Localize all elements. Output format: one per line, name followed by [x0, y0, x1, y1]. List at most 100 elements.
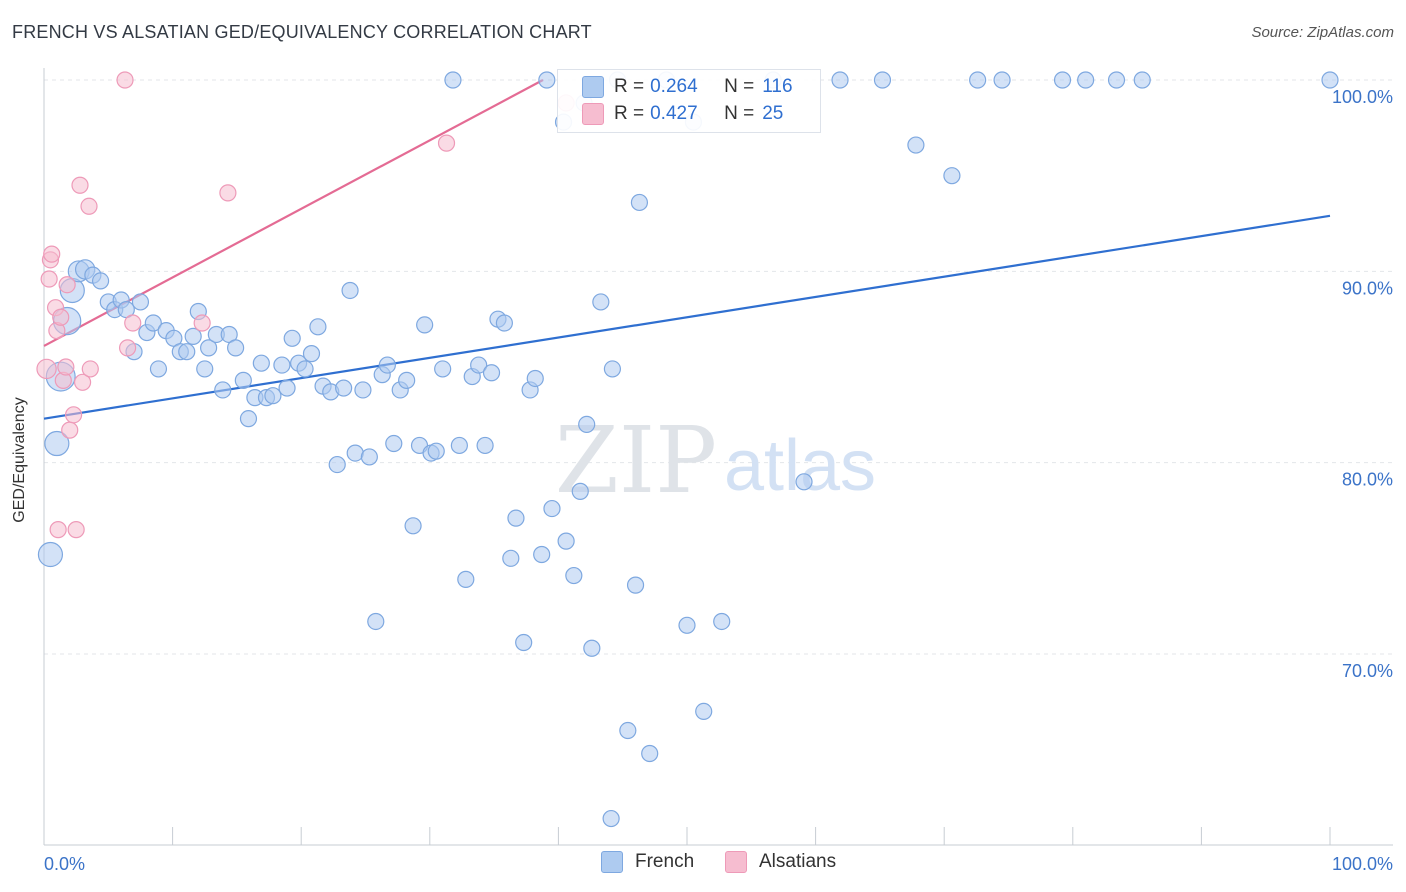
legend-row-french: R = 0.264 N = 116 [582, 74, 793, 100]
french-point [583, 639, 601, 657]
alsatian-point [81, 360, 99, 378]
french-point [239, 410, 258, 428]
french-point [641, 744, 659, 763]
french-swatch [582, 76, 604, 98]
french-point [196, 360, 214, 378]
legend-item-french[interactable]: French [601, 851, 694, 873]
alsatian-point [73, 373, 92, 391]
french-point [367, 612, 385, 631]
axes [43, 68, 1393, 846]
french-point [526, 369, 544, 388]
alsatian-point [219, 184, 237, 202]
grid-lines [44, 79, 1393, 655]
alsatian-point [57, 358, 75, 376]
watermark: ZIP atlas [555, 407, 876, 514]
french-point [533, 545, 551, 564]
alsatian-point [80, 197, 98, 215]
french-point [1321, 71, 1339, 89]
french-point [630, 193, 649, 212]
alsatian-r-value: 0.427 [650, 103, 698, 124]
y-tick-label: 80.0% [1342, 470, 1393, 490]
legend-item-alsatians[interactable]: Alsatians [725, 851, 836, 873]
french-point [578, 415, 596, 433]
alsatian-point [52, 308, 70, 326]
alsatian-point [67, 521, 85, 539]
french-point [234, 371, 252, 389]
alsatian-legend-swatch [725, 851, 747, 873]
alsatian-point [64, 406, 83, 424]
french-point [184, 327, 202, 345]
french-point [404, 517, 422, 535]
french-point [1107, 71, 1126, 89]
alsatian-point [124, 314, 142, 332]
french-point [565, 566, 583, 585]
french-point [592, 293, 610, 311]
alsatian-n-value: 25 [762, 103, 784, 124]
french-point [37, 541, 64, 568]
legend-row-alsatians: R = 0.427 N = 25 [582, 101, 784, 127]
french-point [178, 343, 196, 361]
french-point [283, 329, 301, 347]
french-point [476, 436, 494, 455]
watermark-atlas: atlas [724, 426, 876, 506]
alsatian-point [58, 276, 76, 294]
alsatian-swatch [582, 103, 604, 125]
french-point [619, 721, 637, 740]
french-point [144, 314, 162, 332]
french-point [502, 549, 520, 567]
french-r-label: R = [614, 76, 645, 97]
french-point [1053, 71, 1072, 89]
french-point [626, 576, 645, 594]
y-tick-label: 70.0% [1342, 661, 1393, 681]
stats-legend: R = 0.264 N = 116 R = 0.427 N = 25 [557, 69, 821, 133]
alsatian-point [43, 245, 61, 263]
french-point [943, 167, 961, 185]
french-point [378, 356, 396, 374]
french-point [444, 71, 462, 89]
french-point [91, 272, 110, 290]
french-point [557, 532, 575, 550]
alsatian-point [116, 71, 134, 89]
french-point [450, 436, 468, 455]
french-n-label: N = [724, 76, 755, 97]
french-point [341, 281, 359, 300]
french-point [398, 371, 416, 389]
french-point [795, 473, 813, 491]
alsatian-point [40, 270, 58, 288]
french-point [873, 71, 892, 89]
french-point [543, 499, 561, 518]
alsatian-point [36, 358, 57, 380]
french-point [200, 339, 218, 357]
french-point [1133, 71, 1151, 89]
french-point [457, 570, 475, 588]
french-point [713, 612, 731, 631]
french-trend-line [43, 214, 1331, 420]
french-point [993, 71, 1011, 89]
french-point [149, 360, 168, 378]
alsatian-point [49, 521, 67, 539]
french-point [273, 356, 291, 374]
french-point [360, 448, 378, 466]
french-point [302, 345, 321, 363]
french-point [602, 809, 620, 828]
french-point [538, 71, 556, 89]
french-point [695, 702, 713, 721]
source-label: Source: ZipAtlas.com [1251, 24, 1394, 41]
alsatian-point [71, 176, 89, 194]
chart-title: FRENCH VS ALSATIAN GED/EQUIVALENCY CORRE… [12, 22, 592, 42]
french-point [309, 318, 327, 336]
french-point [385, 434, 403, 453]
french-point [416, 316, 434, 334]
french-point [44, 430, 70, 457]
french-point [214, 381, 232, 399]
x-tick-label: 0.0% [44, 854, 85, 874]
y-tick-label: 100.0% [1332, 87, 1393, 107]
french-point [482, 364, 501, 382]
french-point [427, 442, 445, 460]
x-tick-label: 100.0% [1332, 854, 1393, 874]
french-point [571, 482, 589, 500]
french-legend-swatch [601, 851, 623, 873]
french-point [515, 633, 533, 652]
french-point [328, 455, 346, 474]
